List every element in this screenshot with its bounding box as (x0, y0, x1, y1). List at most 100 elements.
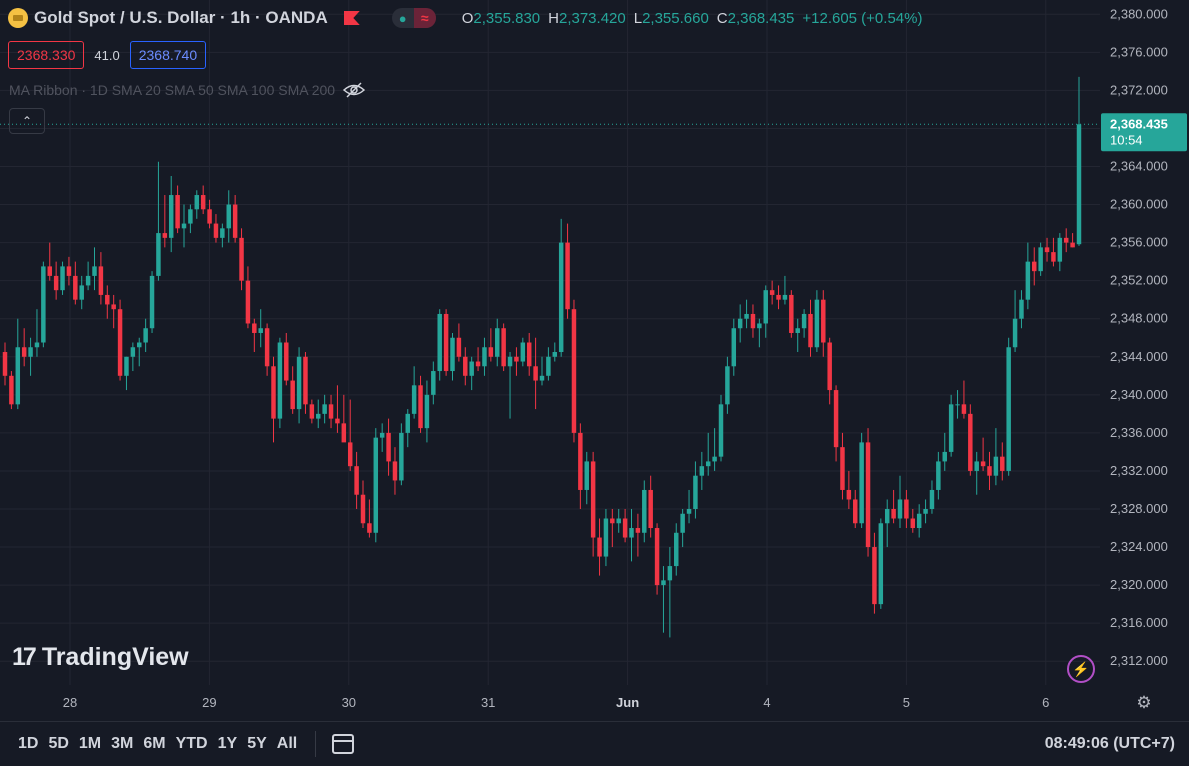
settings-gear-icon[interactable]: ⚙ (1136, 693, 1152, 712)
candle-body (21, 347, 27, 357)
candle-body (149, 275, 155, 329)
candle-body (916, 513, 922, 529)
range-1m[interactable]: 1M (78, 735, 102, 752)
candle-body (642, 489, 647, 533)
candle-body (53, 275, 59, 291)
candle-body (737, 318, 743, 329)
candle-body (840, 447, 845, 490)
symbol-title[interactable]: Gold Spot / U.S. Dollar · 1h · OANDA (34, 8, 328, 27)
candle-body (386, 432, 391, 462)
candle-body (130, 347, 136, 357)
candle-body (763, 290, 768, 324)
candle-body (73, 275, 78, 300)
symbol-legend: Gold Spot / U.S. Dollar · 1h · OANDA ● ≈… (8, 8, 922, 28)
candle-body (399, 432, 404, 481)
candle-body (693, 475, 698, 509)
candle-body (124, 356, 129, 376)
quote-row: 2368.330 41.0 2368.740 (8, 41, 207, 69)
spread-value: 41.0 (94, 47, 120, 63)
candle-body (590, 461, 596, 538)
collapse-legend-button[interactable]: ⌃ (9, 108, 45, 134)
open-key: O (461, 9, 474, 27)
candle-body (252, 323, 257, 333)
sell-button[interactable]: 2368.330 (8, 41, 85, 69)
time-tick-label: Jun (616, 695, 639, 710)
candle-body (162, 233, 168, 238)
indicator-legend[interactable]: MA Ribbon · 1D SMA 20 SMA 50 SMA 100 SMA… (9, 82, 366, 98)
time-axis[interactable]: 28 29 30 31 Jun 4 5 6 (0, 685, 1100, 720)
candle-body (1076, 124, 1082, 245)
candle-body (520, 342, 526, 362)
price-tick-label: 2,372.000 (1110, 82, 1168, 97)
candle-body (117, 309, 123, 376)
candle-body (616, 518, 621, 524)
candle-body (558, 242, 564, 353)
flag-icon[interactable] (343, 11, 360, 25)
candle-body (865, 442, 871, 548)
candle-body (699, 466, 705, 476)
candle-body (1000, 456, 1005, 471)
close-value: 2,368.435 (727, 9, 795, 27)
ohlc-values: O2,355.830 H2,373.420 L2,355.660 C2,368.… (462, 10, 923, 27)
candle-body (194, 195, 200, 210)
candlestick-chart[interactable] (0, 0, 1100, 685)
price-tick-label: 2,348.000 (1110, 311, 1168, 326)
time-axis-scale: 28 29 30 31 Jun 4 5 6 (63, 695, 1050, 710)
time-range-selector: 1D 5D 1M 3M 6M YTD 1Y 5Y All (14, 731, 301, 757)
bottom-toolbar: 1D 5D 1M 3M 6M YTD 1Y 5Y All 08:49:06 (U… (0, 721, 1189, 766)
range-6m[interactable]: 6M (143, 735, 166, 752)
buy-button[interactable]: 2368.740 (129, 41, 207, 69)
change-value: +12.605 (+0.54%) (802, 9, 923, 27)
date-range-icon[interactable] (332, 734, 355, 754)
tradingview-logo[interactable]: 17 TradingView (12, 643, 189, 672)
open-value: 2,355.830 (473, 9, 541, 27)
high-key: H (548, 9, 559, 27)
range-1d[interactable]: 1D (18, 735, 39, 752)
eye-off-icon[interactable] (343, 82, 366, 98)
candle-body (514, 356, 519, 362)
candle-body (450, 337, 455, 372)
candle-body (750, 313, 756, 329)
price-tick-label: 2,312.000 (1110, 653, 1168, 668)
price-chart[interactable] (0, 0, 1100, 685)
range-5y[interactable]: 5Y (247, 735, 267, 752)
candle-body (942, 451, 947, 462)
candle-body (610, 518, 615, 524)
time-tick-label: 6 (1042, 695, 1049, 710)
candle-body (859, 442, 864, 524)
price-axis-scale: 2,312.000 2,316.000 2,320.000 2,324.000 2,32… (1101, 6, 1187, 668)
price-tick-label: 2,324.000 (1110, 539, 1168, 554)
price-tag-bg (1101, 113, 1187, 152)
range-ytd[interactable]: YTD (175, 735, 208, 752)
price-tag-value: 2,368.435 (1110, 116, 1168, 131)
candle-body (392, 461, 398, 481)
candle-body (936, 461, 941, 490)
close-key: C (716, 9, 728, 27)
candle-body (808, 313, 813, 348)
candle-body (28, 347, 33, 357)
clock-timezone[interactable]: 08:49:06 (UTC+7) (1044, 735, 1175, 752)
range-3m[interactable]: 3M (111, 735, 134, 752)
time-tick-label: 31 (481, 695, 495, 710)
candle-body (526, 342, 532, 367)
candle-body (437, 313, 442, 372)
range-5d[interactable]: 5D (48, 735, 69, 752)
low-value: 2,355.660 (642, 9, 709, 27)
candle-body (622, 518, 628, 538)
price-tick-label: 2,344.000 (1110, 349, 1168, 364)
candle-body (974, 461, 979, 471)
price-tick-label: 2,360.000 (1110, 197, 1168, 212)
candle-body (469, 361, 474, 376)
candle-body (1025, 261, 1031, 300)
candle-body (661, 580, 666, 586)
indicator-label[interactable]: MA Ribbon · 1D SMA 20 SMA 50 SMA 100 SMA… (9, 82, 336, 98)
range-all[interactable]: All (276, 735, 298, 752)
candle-body (367, 523, 372, 533)
price-axis[interactable]: 2,312.000 2,316.000 2,320.000 2,324.000 2,32… (1100, 0, 1189, 685)
candle-body (85, 275, 91, 286)
lightning-icon[interactable]: ⚡ (1067, 655, 1095, 683)
price-tick-label: 2,316.000 (1110, 615, 1168, 630)
candle-body (411, 385, 417, 414)
status-pill[interactable]: ● ≈ (391, 8, 436, 28)
range-1y[interactable]: 1Y (217, 735, 238, 752)
